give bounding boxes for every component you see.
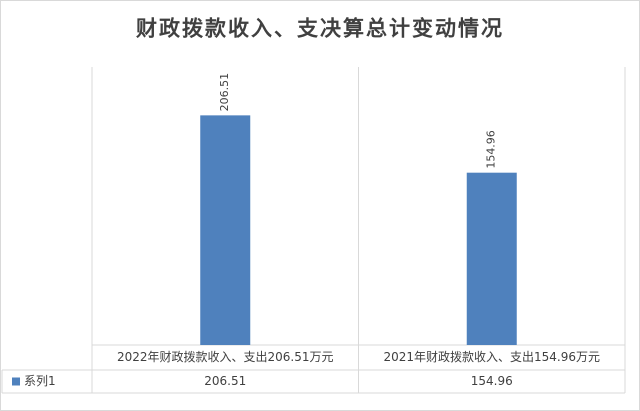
bar [466, 172, 517, 345]
legend-label: 系列1 [24, 374, 56, 388]
legend-swatch [12, 377, 20, 386]
chart-title: 财政拨款收入、支决算总计变动情况 [136, 16, 504, 41]
table-value: 154.96 [471, 374, 513, 388]
x-tick-label: 2022年财政拨款收入、支出206.51万元 [117, 350, 334, 364]
table-value: 206.51 [204, 374, 246, 388]
data-label: 154.96 [485, 130, 498, 169]
data-label: 206.51 [218, 73, 231, 112]
bar [200, 115, 251, 346]
x-tick-label: 2021年财政拨款收入、支出154.96万元 [383, 350, 600, 364]
